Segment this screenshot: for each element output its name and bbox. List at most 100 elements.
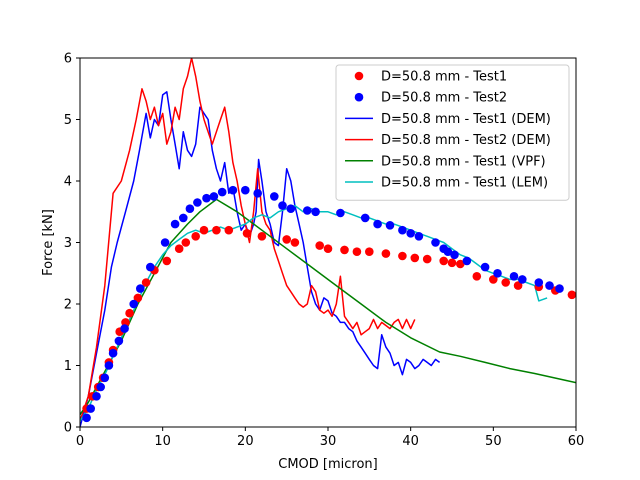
series-points-1	[82, 185, 564, 423]
legend-item: D=50.8 mm - Test1 (LEM)	[345, 176, 548, 191]
data-point	[199, 225, 209, 235]
x-tick-label: 20	[237, 434, 254, 449]
data-point	[410, 253, 420, 263]
y-tick-label: 4	[64, 175, 72, 190]
chart-marks	[80, 58, 576, 427]
legend-item: D=50.8 mm - Test1 (DEM)	[345, 112, 551, 127]
data-point	[224, 225, 234, 235]
data-point	[480, 262, 490, 272]
data-point	[360, 213, 370, 223]
data-point	[311, 207, 320, 217]
data-point	[133, 293, 143, 303]
legend-label: D=50.8 mm - Test2 (DEM)	[381, 133, 551, 148]
data-point	[501, 278, 511, 287]
data-point	[439, 256, 449, 266]
data-point	[270, 192, 279, 201]
x-tick-label: 30	[320, 434, 337, 449]
data-point	[136, 284, 145, 293]
data-point	[129, 299, 138, 309]
legend-swatch	[354, 71, 364, 81]
data-point	[303, 206, 312, 215]
data-point	[518, 275, 527, 284]
data-point	[431, 238, 440, 247]
data-point	[398, 251, 407, 261]
data-point	[82, 413, 91, 423]
data-point	[212, 225, 221, 235]
legend-label: D=50.8 mm - Test1 (LEM)	[381, 176, 548, 191]
y-axis-label: Force [kN]	[41, 209, 56, 276]
data-point	[456, 259, 465, 269]
data-point	[336, 208, 345, 218]
y-tick-label: 0	[64, 421, 72, 436]
data-point	[509, 272, 519, 281]
legend-label: D=50.8 mm - Test1 (DEM)	[381, 112, 551, 127]
data-point	[209, 192, 219, 201]
data-point	[567, 290, 576, 300]
series-line-3	[80, 58, 416, 422]
data-point	[242, 229, 252, 238]
data-point	[202, 193, 211, 203]
data-point	[141, 278, 151, 287]
data-point	[340, 245, 349, 255]
data-point	[286, 204, 296, 213]
data-point	[489, 275, 498, 284]
legend-label: D=50.8 mm - Test1 (VPF)	[381, 154, 546, 169]
y-tick-label: 3	[64, 236, 72, 251]
data-point	[228, 185, 238, 195]
data-point	[414, 232, 424, 241]
y-tick-label: 1	[64, 359, 72, 374]
legend-label: D=50.8 mm - Test2	[381, 91, 507, 106]
data-point	[104, 361, 114, 370]
legend-item: D=50.8 mm - Test2 (DEM)	[345, 133, 551, 148]
legend-box	[335, 64, 570, 201]
data-point	[352, 247, 362, 256]
data-point	[282, 235, 292, 244]
data-point	[447, 258, 457, 268]
legend-swatch	[354, 92, 364, 102]
data-point	[108, 348, 118, 358]
x-tick-label: 0	[76, 434, 84, 449]
data-point	[100, 373, 110, 383]
data-point	[381, 249, 391, 258]
data-point	[253, 189, 262, 198]
data-point	[125, 308, 134, 318]
data-point	[185, 204, 195, 213]
data-point	[257, 232, 267, 241]
data-point	[179, 213, 188, 223]
legend-item: D=50.8 mm - Test1 (VPF)	[345, 154, 546, 169]
data-point	[174, 244, 184, 253]
data-point	[96, 382, 105, 392]
data-point	[462, 256, 472, 266]
data-point	[406, 229, 416, 238]
data-point	[398, 225, 407, 235]
legend-item: D=50.8 mm - Test1	[354, 70, 507, 85]
data-point	[146, 262, 155, 272]
x-tick-label: 50	[485, 434, 502, 449]
x-tick-label: 40	[402, 434, 419, 449]
y-tick-label: 6	[64, 52, 72, 67]
data-point	[443, 247, 453, 256]
data-point	[472, 272, 482, 281]
data-point	[545, 281, 554, 290]
x-tick-label: 60	[568, 434, 585, 449]
data-point	[555, 284, 564, 293]
data-point	[170, 219, 180, 229]
legend-item: D=50.8 mm - Test2	[354, 91, 507, 106]
data-point	[513, 281, 523, 290]
x-axis-label: CMOD [micron]	[278, 457, 378, 472]
axis-ticks: 0 10 20 30 40 50 60 0 1 2 3 4 5 6	[64, 52, 585, 450]
data-point	[92, 392, 101, 401]
data-point	[315, 241, 325, 250]
data-point	[193, 198, 202, 207]
data-point	[86, 404, 95, 413]
legend-label: D=50.8 mm - Test1	[381, 70, 507, 85]
legend: D=50.8 mm - Test1 D=50.8 mm - Test2 D=50.8…	[335, 64, 570, 201]
data-point	[278, 201, 287, 210]
y-tick-label: 5	[64, 113, 72, 128]
data-point	[162, 256, 172, 266]
data-point	[493, 269, 502, 278]
x-tick-label: 10	[154, 434, 171, 449]
data-point	[241, 185, 250, 195]
data-point	[191, 232, 200, 241]
